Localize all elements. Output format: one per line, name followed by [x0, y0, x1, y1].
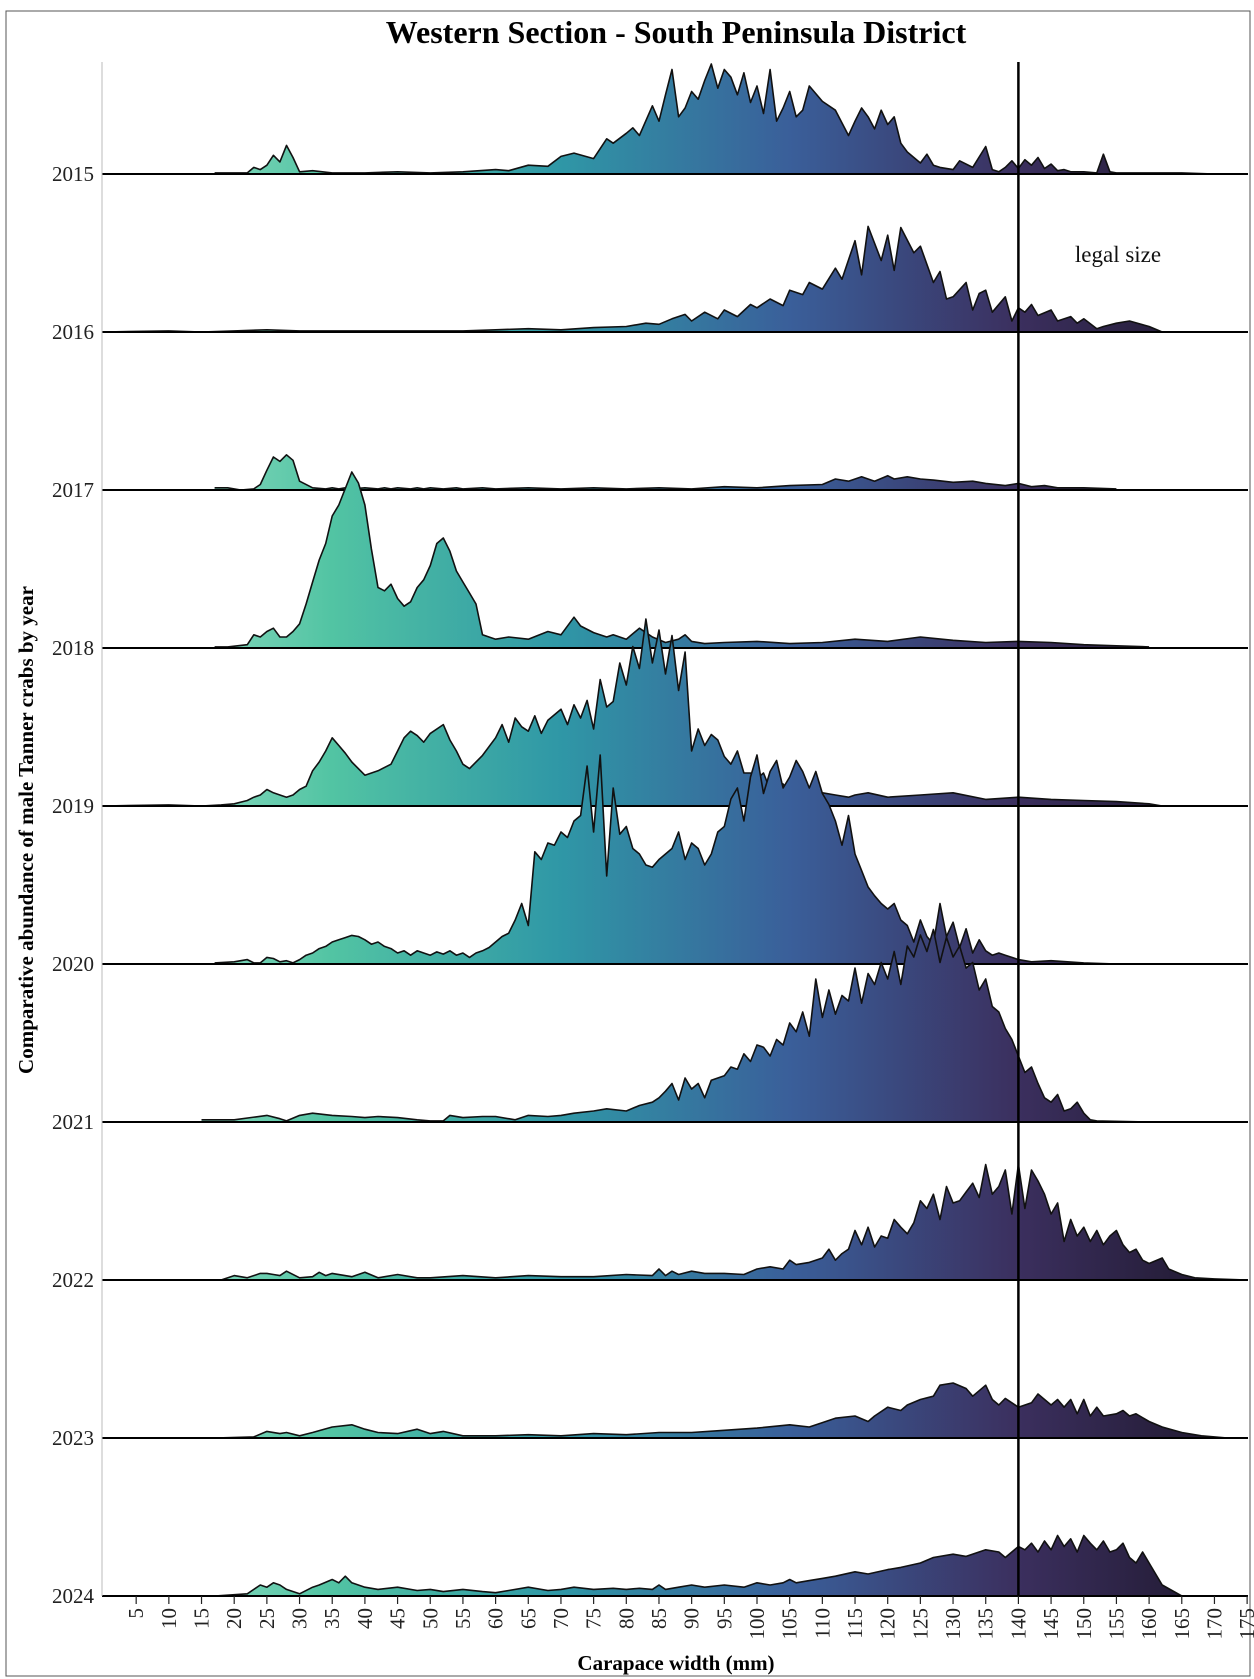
- ridge-outline: [220, 1163, 1248, 1281]
- x-tick-label: 140: [1006, 1608, 1030, 1640]
- x-tick-label: 80: [614, 1608, 638, 1629]
- ridge-2020: [102, 754, 1248, 965]
- ridge-area: [221, 1164, 1248, 1280]
- ridge-area: [214, 64, 1248, 174]
- x-tick-label: 165: [1170, 1608, 1194, 1640]
- x-tick-label: 125: [908, 1608, 932, 1640]
- y-tick-label: 2017: [52, 478, 94, 502]
- x-tick-label: 20: [222, 1608, 246, 1629]
- ridge-area: [214, 1535, 1182, 1596]
- ridge-outline: [214, 454, 1117, 491]
- x-tick-label: 160: [1137, 1608, 1161, 1640]
- ridge-outline: [214, 1382, 1228, 1439]
- ridge-2024: [102, 1534, 1248, 1597]
- x-tick-label: 30: [288, 1608, 312, 1629]
- plot-border: [5, 10, 1251, 1677]
- x-tick-label: 110: [810, 1608, 834, 1639]
- x-tick-label: 40: [353, 1608, 377, 1629]
- ridge-2021: [102, 928, 1248, 1123]
- ridge-area: [103, 619, 1163, 806]
- ridge-2015: [102, 63, 1248, 175]
- x-tick-label: 35: [320, 1608, 344, 1629]
- y-tick-label: 2016: [52, 320, 94, 344]
- x-tick-label: 45: [386, 1608, 410, 1629]
- x-tick-label: 5: [124, 1608, 148, 1619]
- ridge-2017: [102, 454, 1248, 491]
- x-tick-label: 65: [516, 1608, 540, 1629]
- x-tick-label: 170: [1203, 1608, 1227, 1640]
- x-tick-label: 145: [1039, 1608, 1063, 1640]
- x-tick-label: 135: [974, 1608, 998, 1640]
- x-tick-label: 55: [451, 1608, 475, 1629]
- ridge-2022: [102, 1163, 1248, 1281]
- legal-size-label: legal size: [1075, 242, 1161, 267]
- x-axis-title: Carapace width (mm): [577, 1651, 774, 1675]
- y-tick-label: 2024: [52, 1584, 95, 1608]
- ridge-area: [214, 755, 1117, 964]
- ridge-area: [201, 929, 1150, 1122]
- y-tick-label: 2020: [52, 952, 94, 976]
- x-tick-label: 85: [647, 1608, 671, 1629]
- x-axis: 5 10 15 20 25 30 35 40 45 50 55 60 65 70 75 80 85 90 95 100…: [124, 1596, 1254, 1640]
- x-tick-label: 75: [582, 1608, 606, 1629]
- x-tick-label: 70: [549, 1608, 573, 1629]
- ridges-group: [102, 62, 1248, 1597]
- ridge-outline: [214, 754, 1117, 965]
- x-tick-label: 50: [418, 1608, 442, 1629]
- ridge-area: [214, 472, 1150, 648]
- x-tick-label: 115: [843, 1608, 867, 1639]
- y-tick-label: 2019: [52, 794, 94, 818]
- ridge-outline: [214, 1534, 1183, 1597]
- x-tick-label: 130: [941, 1608, 965, 1640]
- x-tick-label: 60: [484, 1608, 508, 1629]
- x-tick-label: 25: [255, 1608, 279, 1629]
- y-tick-label: 2023: [52, 1426, 94, 1450]
- x-tick-label: 150: [1072, 1608, 1096, 1640]
- ridge-outline: [201, 928, 1150, 1123]
- x-tick-label: 120: [876, 1608, 900, 1640]
- x-tick-label: 105: [778, 1608, 802, 1640]
- ridge-outline: [103, 225, 1163, 333]
- y-tick-label: 2021: [52, 1110, 94, 1134]
- ridge-area: [214, 454, 1117, 490]
- x-tick-label: 15: [190, 1608, 214, 1629]
- y-tick-label: 2022: [52, 1268, 94, 1292]
- x-tick-label: 175: [1235, 1608, 1254, 1640]
- x-tick-label: 90: [680, 1608, 704, 1629]
- x-tick-label: 100: [745, 1608, 769, 1640]
- chart-title: Western Section - South Peninsula Distri…: [386, 14, 967, 50]
- ridge-outline: [214, 63, 1248, 175]
- ridge-2016: [102, 225, 1248, 333]
- x-tick-label: 95: [712, 1608, 736, 1629]
- x-tick-label: 10: [157, 1608, 181, 1629]
- y-axis: 2015 2016 2017 2018 2019 2020 2021 2022 2023 2024: [52, 62, 103, 1608]
- y-tick-label: 2018: [52, 636, 94, 660]
- ridge-outline: [214, 471, 1150, 648]
- ridge-area: [214, 1383, 1228, 1438]
- ridge-2023: [102, 1382, 1248, 1439]
- ridge-2018: [102, 471, 1248, 649]
- x-tick-label: 155: [1104, 1608, 1128, 1640]
- ridge-area: [103, 226, 1163, 332]
- y-axis-title: Comparative abundance of male Tanner cra…: [14, 586, 38, 1074]
- y-tick-label: 2015: [52, 162, 94, 186]
